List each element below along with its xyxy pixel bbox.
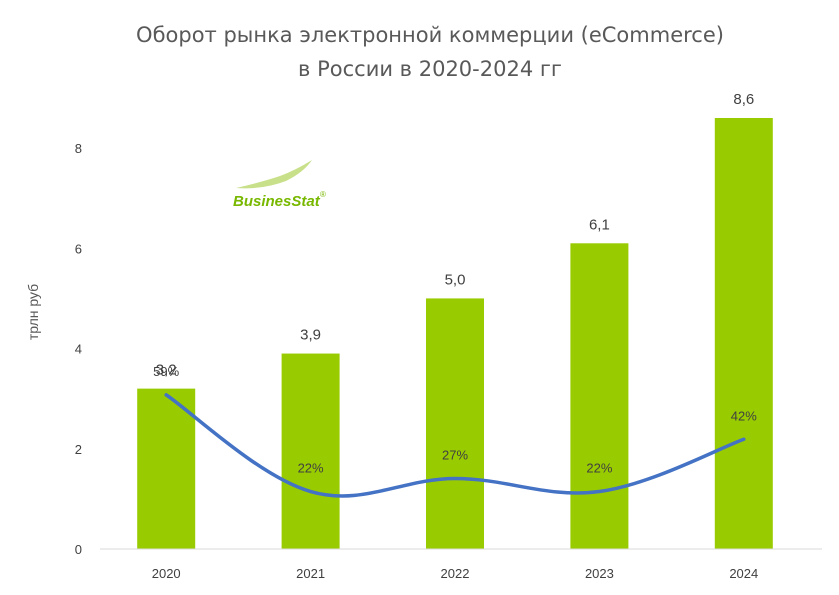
- y-tick-label: 8: [75, 141, 82, 156]
- bar: [714, 118, 773, 549]
- bar-data-label: 3,9: [300, 327, 321, 344]
- x-axis-ticks: 2020 2021 2022 2023 2024: [152, 566, 759, 581]
- growth-data-label: 22%: [586, 461, 612, 476]
- bar: [137, 388, 196, 549]
- growth-data-label: 27%: [442, 447, 468, 462]
- growth-line: [164, 393, 746, 498]
- y-tick-label: 6: [75, 241, 82, 256]
- y-tick-label: 2: [75, 442, 82, 457]
- bar-data-labels: 3,2 3,9 5,0 6,1 8,6: [156, 91, 754, 379]
- growth-data-label: 59%: [153, 364, 179, 379]
- bar-data-label: 8,6: [733, 91, 754, 108]
- y-tick-label: 0: [75, 542, 82, 557]
- y-axis-ticks: 0 2 4 6 8: [75, 141, 82, 557]
- logo: BusinesStat ®: [233, 160, 326, 210]
- bars: [137, 118, 773, 549]
- growth-data-label: 42%: [731, 408, 757, 423]
- y-tick-label: 4: [75, 342, 82, 357]
- growth-data-label: 22%: [298, 461, 324, 476]
- x-tick-label: 2020: [152, 566, 181, 581]
- x-tick-label: 2022: [441, 566, 470, 581]
- bar-data-label: 5,0: [445, 271, 466, 288]
- growth-line-path: [164, 393, 746, 498]
- y-axis-title: трлн руб: [25, 284, 41, 340]
- bar: [570, 243, 629, 549]
- logo-text: BusinesStat: [233, 193, 321, 210]
- chart-title: Оборот рынка электронной коммерции (eCom…: [136, 23, 724, 81]
- bar: [426, 298, 484, 549]
- x-tick-label: 2024: [729, 566, 758, 581]
- bar: [281, 353, 340, 549]
- x-tick-label: 2023: [585, 566, 614, 581]
- chart-title-line-1: Оборот рынка электронной коммерции (eCom…: [136, 23, 724, 47]
- logo-registered-mark: ®: [320, 190, 326, 199]
- growth-data-labels: 59% 22% 27% 22% 42%: [153, 364, 757, 476]
- logo-swoosh-icon: [236, 160, 312, 189]
- chart-title-line-2: в России в 2020-2024 гг: [298, 57, 562, 81]
- bar-data-label: 6,1: [589, 216, 610, 233]
- bar-data-label: 3,2: [156, 362, 177, 379]
- x-tick-label: 2021: [296, 566, 325, 581]
